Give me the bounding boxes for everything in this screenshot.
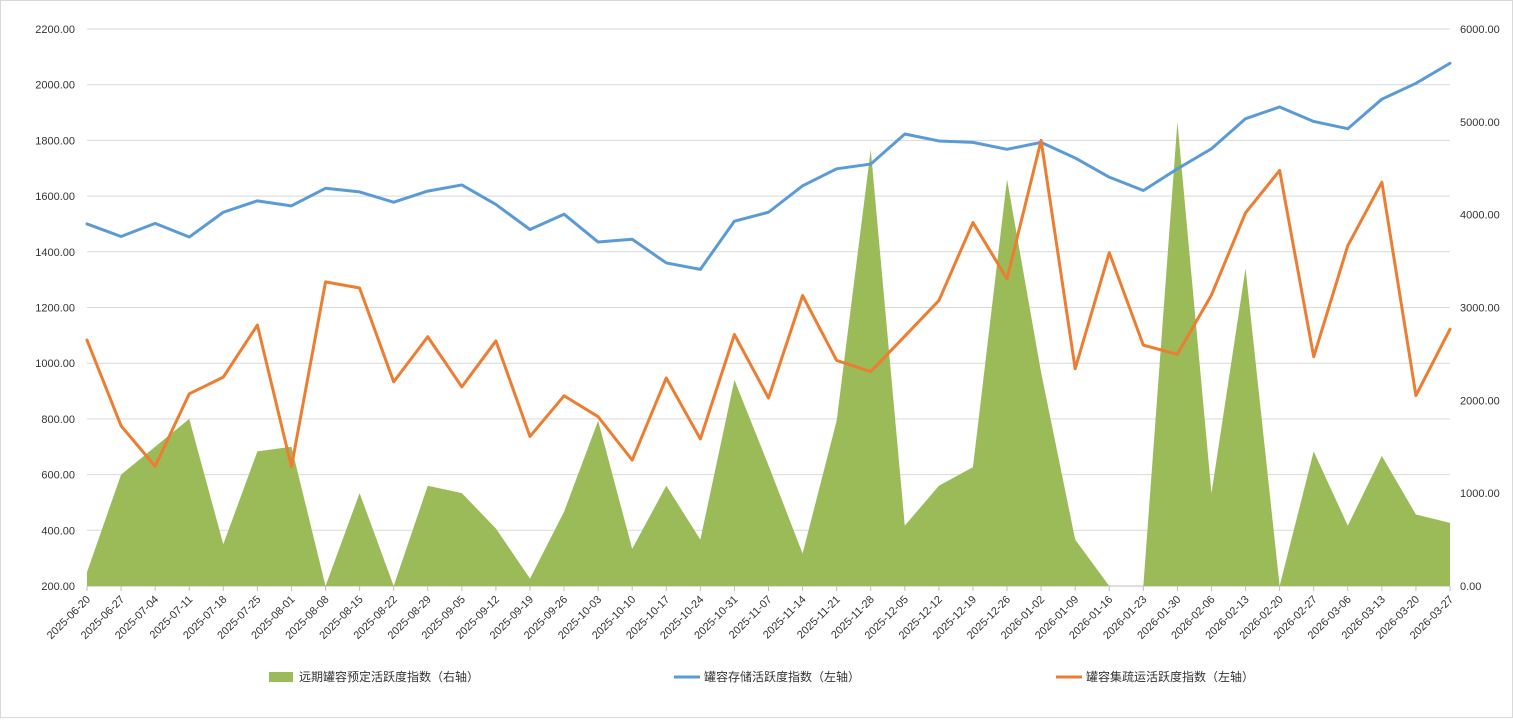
y-right-tick-label: 4000.00	[1460, 210, 1500, 222]
area-series-forward-booking	[87, 122, 1450, 586]
area-series-layer	[87, 122, 1450, 586]
legend-label: 罐容集疏运活跃度指数（左轴）	[1086, 669, 1254, 684]
y-left-tick-label: 400.00	[41, 525, 75, 537]
y-left-tick-label: 2200.00	[35, 24, 75, 36]
y-left-tick-label: 800.00	[41, 414, 75, 426]
y-right-tick-label: 6000.00	[1460, 24, 1500, 36]
y-left-tick-label: 1000.00	[35, 358, 75, 370]
y-left-tick-label: 1400.00	[35, 247, 75, 259]
y-left-tick-label: 1800.00	[35, 135, 75, 147]
legend-label: 远期罐容预定活跃度指数（右轴）	[299, 669, 479, 684]
y-left-tick-label: 200.00	[41, 581, 75, 593]
y-right-tick-label: 0.00	[1460, 581, 1481, 593]
line-series-storage	[87, 63, 1450, 269]
legend-label: 罐容存储活跃度指数（左轴）	[704, 669, 860, 684]
y-left-tick-label: 2000.00	[35, 80, 75, 92]
legend: 远期罐容预定活跃度指数（右轴） 罐容存储活跃度指数（左轴） 罐容集疏运活跃度指数（左…	[269, 669, 1254, 684]
y-right-tick-label: 3000.00	[1460, 303, 1500, 315]
y-left-tick-label: 1200.00	[35, 303, 75, 315]
y-right-tick-label: 5000.00	[1460, 117, 1500, 129]
y-left-tick-label: 600.00	[41, 470, 75, 482]
y-right-tick-label: 1000.00	[1460, 488, 1500, 500]
legend-swatch-area	[269, 672, 293, 682]
y-right-tick-label: 2000.00	[1460, 395, 1500, 407]
y-left-tick-label: 1600.00	[35, 191, 75, 203]
